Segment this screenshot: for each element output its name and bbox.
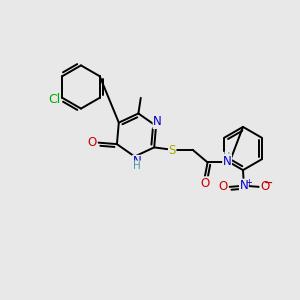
Text: N: N [133,155,141,168]
Text: −: − [264,178,273,188]
Text: +: + [245,178,252,187]
Text: O: O [88,136,97,149]
Text: H: H [133,161,141,171]
Text: O: O [260,180,269,193]
Text: N: N [223,155,232,168]
Text: S: S [169,144,176,157]
Text: Cl: Cl [48,93,60,106]
Text: H: H [224,152,231,162]
Text: O: O [219,180,228,193]
Text: N: N [239,179,248,192]
Text: O: O [200,177,209,190]
Text: N: N [153,116,162,128]
